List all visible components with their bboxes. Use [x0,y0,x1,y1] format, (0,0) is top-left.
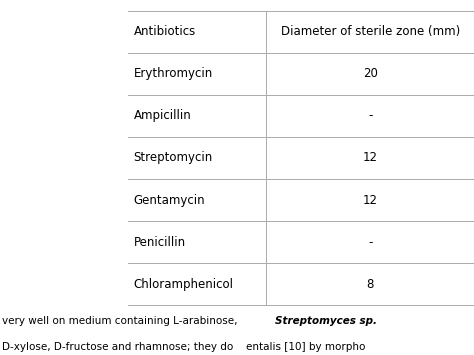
Text: D-xylose, D-fructose and rhamnose; they do: D-xylose, D-fructose and rhamnose; they … [2,342,234,352]
Text: entalis [10] by morpho: entalis [10] by morpho [246,342,366,352]
Text: 12: 12 [363,152,378,164]
Text: Erythromycin: Erythromycin [134,67,213,80]
Text: Gentamycin: Gentamycin [134,193,205,207]
Text: 8: 8 [366,278,374,291]
Text: -: - [368,236,373,248]
Text: Diameter of sterile zone (mm): Diameter of sterile zone (mm) [281,25,460,38]
Text: 20: 20 [363,67,378,80]
Text: Antibiotics: Antibiotics [134,25,196,38]
Text: 12: 12 [363,193,378,207]
Text: Ampicillin: Ampicillin [134,109,191,122]
Text: -: - [368,109,373,122]
Text: Streptomycin: Streptomycin [134,152,213,164]
Text: very well on medium containing L-arabinose,: very well on medium containing L-arabino… [2,316,238,326]
Text: Penicillin: Penicillin [134,236,186,248]
Text: Streptomyces sp.: Streptomyces sp. [275,316,377,326]
Text: Chloramphenicol: Chloramphenicol [134,278,234,291]
